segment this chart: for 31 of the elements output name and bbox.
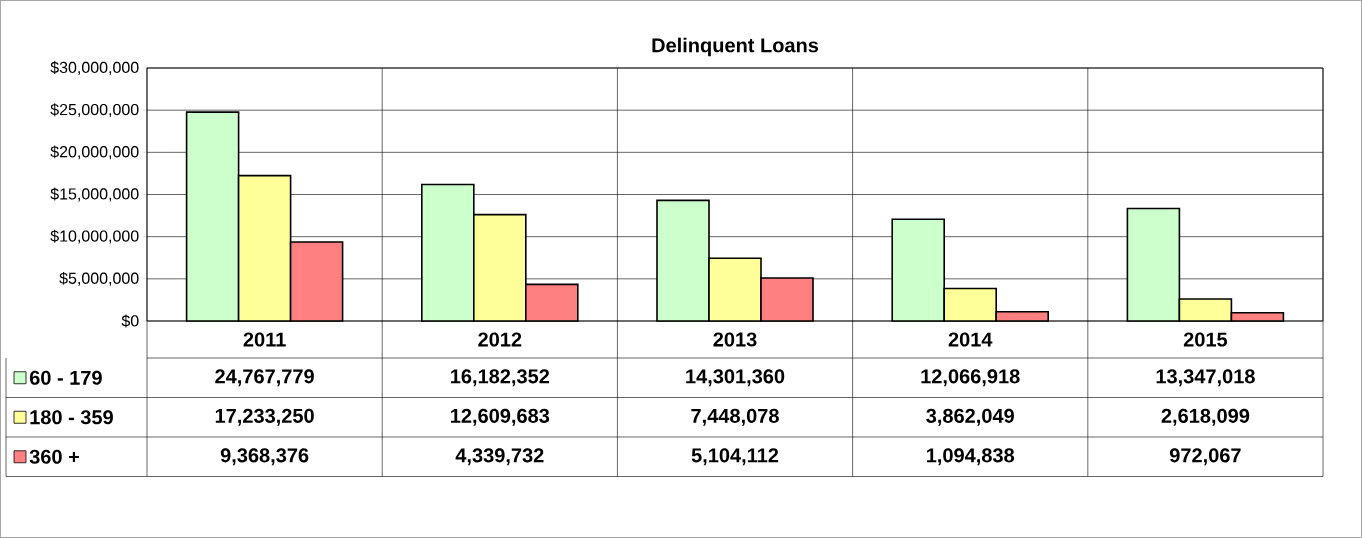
data-label: 17,233,250 (215, 408, 314, 426)
data-label: 24,767,779 (215, 369, 314, 387)
x-tick-label: 2011 (243, 332, 286, 347)
data-label: 4,339,732 (455, 448, 544, 466)
y-tick-label: $10,000,000 (50, 229, 139, 244)
data-label: 3,862,049 (926, 408, 1014, 426)
data-label: 7,448,078 (691, 408, 779, 426)
data-label: 14,301,360 (686, 369, 785, 387)
x-tick-label: 2013 (713, 332, 757, 347)
legend-label: 60 - 179 (29, 370, 102, 385)
data-label: 5,104,112 (691, 448, 779, 466)
y-tick-label: $30,000,000 (50, 61, 139, 75)
y-tick-label: $25,000,000 (50, 103, 139, 118)
legend-label: 360 + (29, 449, 79, 464)
y-tick-label: $15,000,000 (50, 187, 139, 202)
x-tick-label: 2015 (1183, 332, 1228, 347)
data-label: 12,066,918 (921, 369, 1020, 387)
data-label: 16,182,352 (451, 369, 550, 387)
y-tick-label: $20,000,000 (50, 145, 139, 160)
data-label: 972,067 (1169, 448, 1241, 466)
data-label: 13,347,018 (1156, 369, 1255, 387)
y-tick-label: $0 (121, 314, 139, 328)
data-label: 12,609,683 (451, 408, 550, 426)
data-label: 9,368,376 (220, 448, 309, 466)
legend-label: 180 - 359 (30, 410, 113, 425)
data-label: 2,618,099 (1161, 408, 1250, 426)
data-label: 1,094,838 (926, 448, 1015, 466)
y-tick-label: $5,000,000 (59, 271, 139, 286)
chart-title: Delinquent Loans (652, 37, 819, 57)
x-tick-label: 2012 (478, 332, 522, 347)
x-tick-label: 2014 (948, 332, 993, 347)
